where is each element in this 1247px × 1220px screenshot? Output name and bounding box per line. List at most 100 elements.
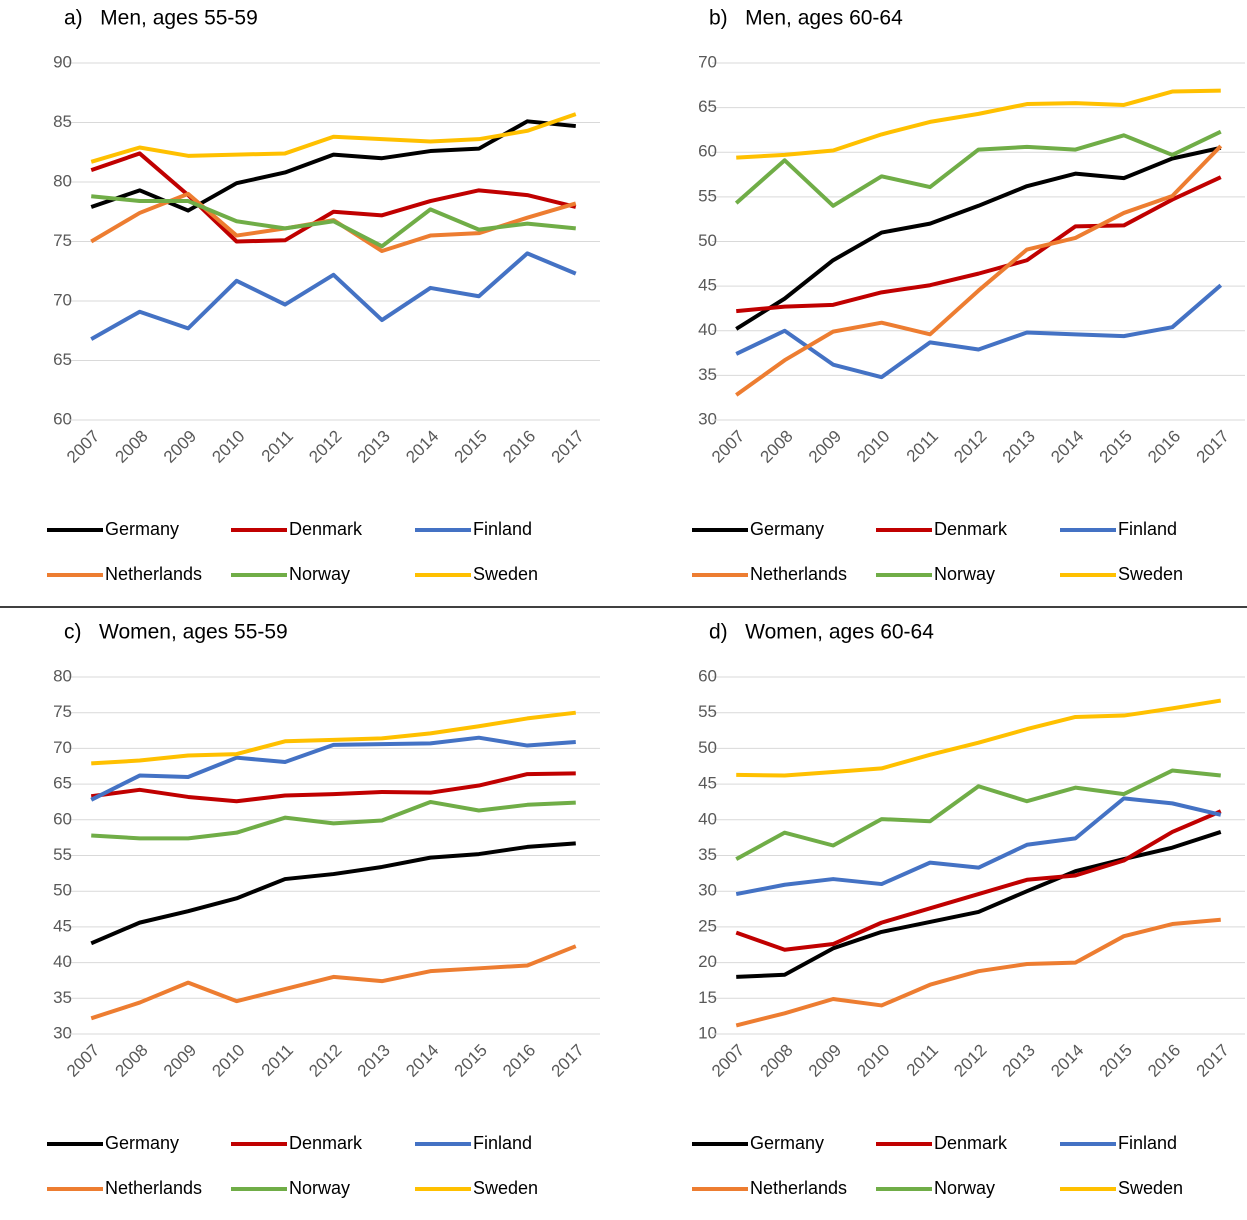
y-tick-label: 45: [698, 774, 717, 793]
x-tick-label: 2007: [708, 1041, 748, 1081]
series-line: [735, 283, 1223, 380]
series-line: [90, 251, 577, 341]
x-tick-label: 2008: [111, 1041, 151, 1081]
y-tick-label: 70: [53, 290, 72, 309]
x-tick-label: 2013: [999, 427, 1039, 467]
y-tick-label: 35: [53, 988, 72, 1007]
x-tick-label: 2014: [1047, 427, 1087, 467]
y-tick-label: 10: [698, 1023, 717, 1042]
x-tick-label: 2012: [950, 1041, 990, 1081]
y-tick-label: 50: [53, 881, 72, 900]
series-line: [90, 112, 577, 164]
y-tick-label: 70: [698, 52, 717, 71]
legend-label: Germany: [750, 519, 824, 539]
x-tick-label: 2017: [1193, 1041, 1233, 1081]
y-tick-label: 15: [698, 988, 717, 1007]
y-tick-label: 85: [53, 112, 72, 131]
legend-label: Finland: [1118, 519, 1177, 539]
x-tick-label: 2015: [1096, 427, 1136, 467]
y-tick-label: 35: [698, 845, 717, 864]
x-tick-label: 2010: [853, 1041, 893, 1081]
series-line: [90, 944, 577, 1021]
y-tick-label: 40: [698, 320, 717, 339]
series-line: [735, 145, 1222, 331]
legend-label: Norway: [934, 1178, 995, 1198]
chart-title: b) Men, ages 60-64: [709, 7, 903, 30]
panel: d) Women, ages 60-64 10 15 20 25 30 35 40 45 50 55…: [692, 621, 1245, 1198]
legend-label: Sweden: [1118, 1178, 1183, 1198]
y-tick-label: 55: [53, 845, 72, 864]
x-tick-label: 2010: [208, 1041, 248, 1081]
y-tick-label: 45: [53, 916, 72, 935]
chart-title: c) Women, ages 55-59: [64, 621, 288, 644]
x-tick-label: 2017: [1193, 427, 1233, 467]
legend-label: Denmark: [289, 519, 363, 539]
x-tick-label: 2008: [756, 1041, 796, 1081]
series-line: [90, 771, 576, 804]
series-line: [736, 830, 1222, 979]
legend-label: Norway: [934, 564, 995, 584]
x-tick-label: 2010: [208, 427, 248, 467]
x-tick-label: 2009: [805, 427, 845, 467]
y-tick-label: 60: [53, 809, 72, 828]
y-tick-label: 30: [698, 881, 717, 900]
panel: b) Men, ages 60-64 30 35 40 45 50 55 60 65 70 2007…: [692, 7, 1245, 584]
legend-label: Sweden: [473, 1178, 538, 1198]
series-line: [736, 698, 1222, 778]
series-line: [734, 129, 1222, 208]
series-line: [91, 799, 576, 841]
legend-label: Finland: [473, 519, 532, 539]
legend-label: Denmark: [934, 519, 1008, 539]
legend-label: Germany: [105, 1133, 179, 1153]
legend-label: Finland: [1118, 1133, 1177, 1153]
y-tick-label: 50: [698, 231, 717, 250]
series-line: [736, 175, 1222, 314]
y-tick-label: 60: [698, 142, 717, 161]
x-tick-label: 2015: [451, 1041, 491, 1081]
y-tick-label: 65: [698, 97, 717, 116]
x-tick-label: 2016: [1144, 427, 1184, 467]
series-line: [90, 735, 576, 802]
legend-label: Finland: [473, 1133, 532, 1153]
x-tick-label: 2014: [1047, 1041, 1087, 1081]
x-tick-label: 2007: [708, 427, 748, 467]
y-tick-label: 60: [698, 666, 717, 685]
y-tick-label: 80: [53, 666, 72, 685]
x-tick-label: 2016: [499, 427, 539, 467]
legend-label: Netherlands: [750, 564, 847, 584]
series-line: [91, 710, 577, 766]
x-tick-label: 2015: [1096, 1041, 1136, 1081]
x-tick-label: 2017: [548, 1041, 588, 1081]
y-tick-label: 30: [698, 409, 717, 428]
y-tick-label: 40: [698, 809, 717, 828]
y-tick-label: 35: [698, 365, 717, 384]
y-tick-label: 90: [53, 52, 72, 71]
y-tick-label: 25: [698, 916, 717, 935]
x-tick-label: 2011: [903, 1041, 942, 1080]
y-tick-label: 20: [698, 952, 717, 971]
legend-label: Denmark: [289, 1133, 363, 1153]
x-tick-label: 2011: [258, 1041, 297, 1080]
x-tick-label: 2008: [111, 427, 151, 467]
x-tick-label: 2014: [402, 1041, 442, 1081]
legend-label: Germany: [105, 519, 179, 539]
y-tick-label: 75: [53, 231, 72, 250]
x-tick-label: 2011: [903, 427, 942, 466]
legend-label: Denmark: [934, 1133, 1008, 1153]
chart-title: d) Women, ages 60-64: [709, 621, 934, 644]
x-tick-label: 2011: [258, 427, 297, 466]
series-line: [735, 796, 1222, 897]
x-tick-label: 2013: [354, 1041, 394, 1081]
y-tick-label: 65: [53, 350, 72, 369]
y-tick-label: 40: [53, 952, 72, 971]
x-tick-label: 2012: [305, 1041, 345, 1081]
legend-label: Norway: [289, 564, 350, 584]
y-tick-label: 80: [53, 171, 72, 190]
x-tick-label: 2016: [499, 1041, 539, 1081]
y-tick-label: 65: [53, 774, 72, 793]
x-tick-label: 2010: [853, 427, 893, 467]
y-tick-label: 45: [698, 276, 717, 295]
x-tick-label: 2008: [756, 427, 796, 467]
